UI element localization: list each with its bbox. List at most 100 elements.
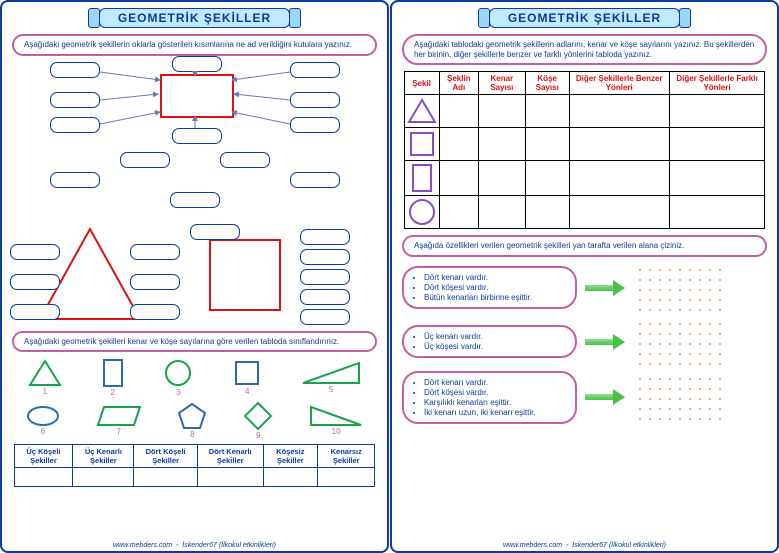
answer-cell[interactable] <box>439 95 479 128</box>
answer-cell[interactable] <box>569 95 669 128</box>
instruction-1: Aşağıdaki tablodaki geometrik şekillerin… <box>402 34 767 65</box>
col-header: Üç Köşeli Şekiller <box>14 445 73 468</box>
drawing-area[interactable] <box>633 372 723 422</box>
shape-number: 6 <box>41 427 45 436</box>
shape-2: 2 <box>102 358 124 397</box>
label-slot[interactable] <box>10 244 60 260</box>
label-slot[interactable] <box>290 172 340 188</box>
col-header: Üç Kenarlı Şekiller <box>73 445 134 468</box>
rectangle-labeling-diagram <box>10 62 379 222</box>
shape-number: 5 <box>329 385 333 394</box>
answer-cell[interactable] <box>525 128 569 161</box>
answer-cell[interactable] <box>197 468 263 487</box>
shape-properties-table: Şekil Şeklin Adı Kenar Sayısı Köşe Sayıs… <box>404 71 766 229</box>
label-slot[interactable] <box>190 224 240 240</box>
answer-cell[interactable] <box>263 468 317 487</box>
shape-number: 8 <box>190 430 194 439</box>
answer-cell[interactable] <box>569 196 669 229</box>
col-header: Şeklin Adı <box>439 72 479 95</box>
instruction-1: Aşağıdaki geometrik şekillerin oklarla g… <box>12 34 377 56</box>
answer-cell[interactable] <box>525 95 569 128</box>
answer-cell[interactable] <box>479 128 526 161</box>
answer-cell[interactable] <box>669 128 765 161</box>
col-header: Diğer Şekillerle Farklı Yönleri <box>669 72 765 95</box>
answer-cell[interactable] <box>73 468 134 487</box>
shape-circle-icon <box>404 196 439 229</box>
answer-cell[interactable] <box>479 196 526 229</box>
clue-box: Dört kenarı vardır. Dört köşesi vardır. … <box>402 266 577 309</box>
label-slot[interactable] <box>50 172 100 188</box>
answer-cell[interactable] <box>134 468 197 487</box>
answer-cell[interactable] <box>439 161 479 196</box>
answer-cell[interactable] <box>318 468 375 487</box>
shape-7: 7 <box>96 405 142 436</box>
shape-8: 8 <box>177 402 207 439</box>
col-header: Diğer Şekillerle Benzer Yönleri <box>569 72 669 95</box>
instruction-2: Aşağıdaki geometrik şekilleri kenar ve k… <box>12 331 377 353</box>
numbered-shapes-gallery-2: 6 7 8 9 10 <box>8 401 381 440</box>
label-slot[interactable] <box>300 309 350 325</box>
shape-number: 10 <box>332 427 341 436</box>
clue-line: Karşılıklı kenarları eşittir. <box>424 398 567 407</box>
clue-line: Üç kenarı vardır. <box>424 332 567 341</box>
shape-10: 10 <box>309 405 363 436</box>
drawing-area[interactable] <box>633 317 723 367</box>
shape-4: 4 <box>233 359 261 396</box>
label-slot[interactable] <box>120 152 170 168</box>
answer-cell[interactable] <box>525 196 569 229</box>
label-slot[interactable] <box>10 304 60 320</box>
label-slot[interactable] <box>130 304 180 320</box>
col-header: Kenarsız Şekiller <box>318 445 375 468</box>
label-slot[interactable] <box>300 269 350 285</box>
footer-byline: İskender67 (İlkokul etkinlikleri) <box>572 542 666 549</box>
answer-cell[interactable] <box>525 161 569 196</box>
label-slot[interactable] <box>50 92 100 108</box>
shape-1: 1 <box>28 359 62 396</box>
page-title: GEOMETRİK ŞEKİLLER <box>99 8 290 28</box>
label-slot[interactable] <box>10 274 60 290</box>
clue-line: İki kenarı uzun, iki kenarı eşittir. <box>424 408 567 417</box>
label-slot[interactable] <box>220 152 270 168</box>
answer-cell[interactable] <box>479 95 526 128</box>
answer-cell[interactable] <box>479 161 526 196</box>
shape-9: 9 <box>243 401 273 440</box>
clue-row-2: Üç kenarı vardır. Üç köşesi vardır. <box>402 317 767 367</box>
shape-number: 9 <box>256 431 260 440</box>
answer-cell[interactable] <box>569 161 669 196</box>
worksheet-page-right: GEOMETRİK ŞEKİLLER Aşağıdaki tablodaki g… <box>390 0 779 553</box>
label-slot[interactable] <box>290 62 340 78</box>
label-slot[interactable] <box>130 274 180 290</box>
footer-site: www.mebders.com <box>503 542 562 549</box>
answer-cell[interactable] <box>439 196 479 229</box>
shape-triangle-icon <box>404 95 439 128</box>
label-slot[interactable] <box>50 62 100 78</box>
label-slot[interactable] <box>290 117 340 133</box>
page-footer: www.mebders.com - İskender67 (İlkokul et… <box>392 542 777 549</box>
clue-line: Dört kenarı vardır. <box>424 378 567 387</box>
page-footer: www.mebders.com - İskender67 (İlkokul et… <box>2 542 387 549</box>
shape-3: 3 <box>163 358 193 397</box>
label-slot[interactable] <box>290 92 340 108</box>
shape-number: 2 <box>110 388 114 397</box>
label-slot[interactable] <box>170 192 220 208</box>
label-slot[interactable] <box>130 244 180 260</box>
answer-cell[interactable] <box>669 196 765 229</box>
answer-cell[interactable] <box>669 95 765 128</box>
answer-cell[interactable] <box>439 128 479 161</box>
answer-cell[interactable] <box>669 161 765 196</box>
label-slot[interactable] <box>50 117 100 133</box>
label-slot[interactable] <box>300 289 350 305</box>
col-header: Dört Kenarlı Şekiller <box>197 445 263 468</box>
label-slot[interactable] <box>300 249 350 265</box>
label-slot[interactable] <box>172 128 222 144</box>
label-slot[interactable] <box>172 56 222 72</box>
answer-cell[interactable] <box>569 128 669 161</box>
answer-cell[interactable] <box>14 468 73 487</box>
red-square <box>200 230 290 320</box>
shape-6: 6 <box>26 405 60 436</box>
drawing-area[interactable] <box>633 263 723 313</box>
clue-line: Dört kenarı vardır. <box>424 273 567 282</box>
arrow-icon <box>585 280 625 296</box>
label-slot[interactable] <box>300 229 350 245</box>
shape-number: 4 <box>245 387 249 396</box>
